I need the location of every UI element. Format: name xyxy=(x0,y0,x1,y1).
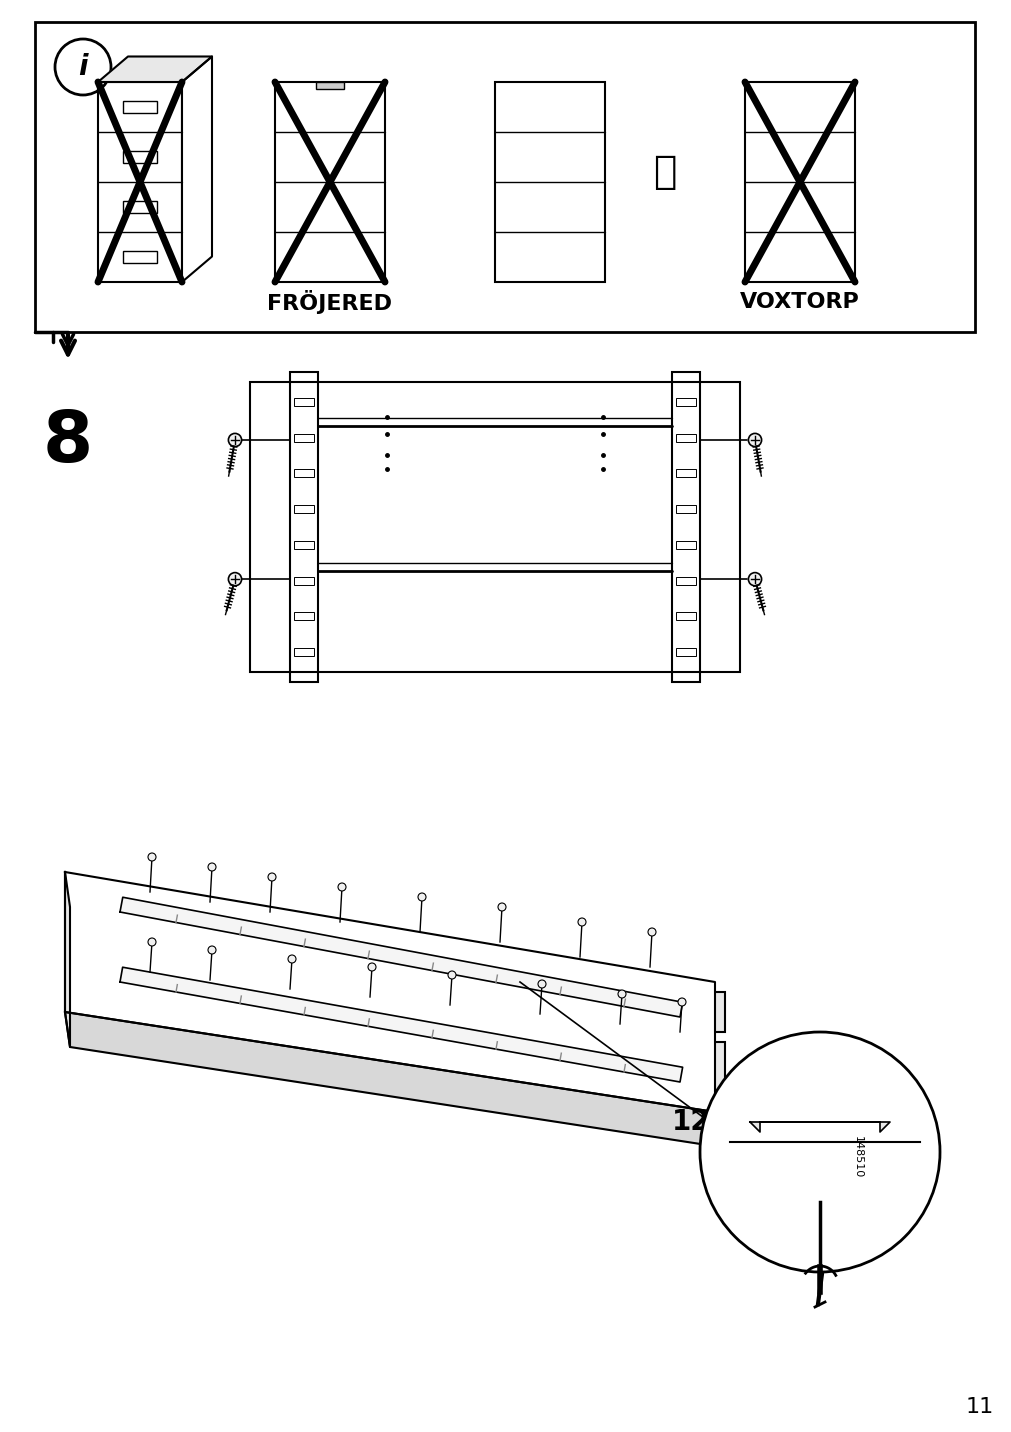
Bar xyxy=(294,649,313,656)
Polygon shape xyxy=(182,56,211,282)
Polygon shape xyxy=(120,967,682,1083)
Circle shape xyxy=(368,962,376,971)
Bar xyxy=(671,372,700,682)
Bar xyxy=(123,150,157,163)
Text: 8: 8 xyxy=(42,408,93,477)
Bar xyxy=(294,434,313,441)
Polygon shape xyxy=(749,1123,889,1133)
Circle shape xyxy=(677,998,685,1007)
Bar xyxy=(294,541,313,548)
Circle shape xyxy=(55,39,111,95)
Polygon shape xyxy=(65,1012,719,1147)
Bar xyxy=(123,200,157,213)
Bar xyxy=(744,82,854,282)
Circle shape xyxy=(538,979,546,988)
Bar xyxy=(700,1042,724,1097)
Circle shape xyxy=(418,894,426,901)
Bar xyxy=(250,382,739,672)
Circle shape xyxy=(338,884,346,891)
Text: 148510: 148510 xyxy=(852,1136,862,1179)
Bar xyxy=(675,398,696,407)
Bar xyxy=(675,541,696,548)
Bar xyxy=(675,613,696,620)
Polygon shape xyxy=(65,872,715,1113)
Bar xyxy=(75,947,105,1007)
Circle shape xyxy=(700,1032,939,1272)
Polygon shape xyxy=(120,898,682,1017)
Circle shape xyxy=(811,1183,828,1201)
Circle shape xyxy=(148,853,156,861)
Circle shape xyxy=(748,434,761,447)
Circle shape xyxy=(618,990,626,998)
Bar xyxy=(700,992,724,1032)
Polygon shape xyxy=(98,56,211,82)
Bar xyxy=(294,470,313,477)
Polygon shape xyxy=(65,872,70,1047)
Text: ✋: ✋ xyxy=(653,153,676,190)
Bar xyxy=(275,82,384,282)
Bar xyxy=(675,577,696,584)
Circle shape xyxy=(577,918,585,927)
Bar xyxy=(675,505,696,513)
Circle shape xyxy=(647,928,655,937)
Bar xyxy=(294,577,313,584)
Bar xyxy=(294,505,313,513)
Circle shape xyxy=(268,874,276,881)
Circle shape xyxy=(288,955,295,962)
Circle shape xyxy=(228,573,242,586)
Text: VOXTORP: VOXTORP xyxy=(739,292,859,312)
Text: i: i xyxy=(78,53,88,82)
Bar xyxy=(35,21,974,332)
Bar xyxy=(494,82,605,282)
Bar xyxy=(290,372,317,682)
Bar xyxy=(98,82,182,282)
Bar xyxy=(675,470,696,477)
Bar xyxy=(75,902,105,942)
Bar xyxy=(675,434,696,441)
Text: 12x: 12x xyxy=(671,1108,728,1136)
Circle shape xyxy=(208,947,215,954)
Circle shape xyxy=(148,938,156,947)
Circle shape xyxy=(448,971,456,979)
Text: 11: 11 xyxy=(964,1398,993,1418)
Bar xyxy=(315,82,344,89)
Circle shape xyxy=(208,863,215,871)
Bar xyxy=(294,398,313,407)
Text: FRÖJERED: FRÖJERED xyxy=(267,291,392,314)
Bar xyxy=(294,613,313,620)
Circle shape xyxy=(497,904,506,911)
Bar xyxy=(123,102,157,113)
Circle shape xyxy=(748,573,761,586)
Bar xyxy=(675,649,696,656)
Circle shape xyxy=(228,434,242,447)
Bar xyxy=(123,251,157,263)
